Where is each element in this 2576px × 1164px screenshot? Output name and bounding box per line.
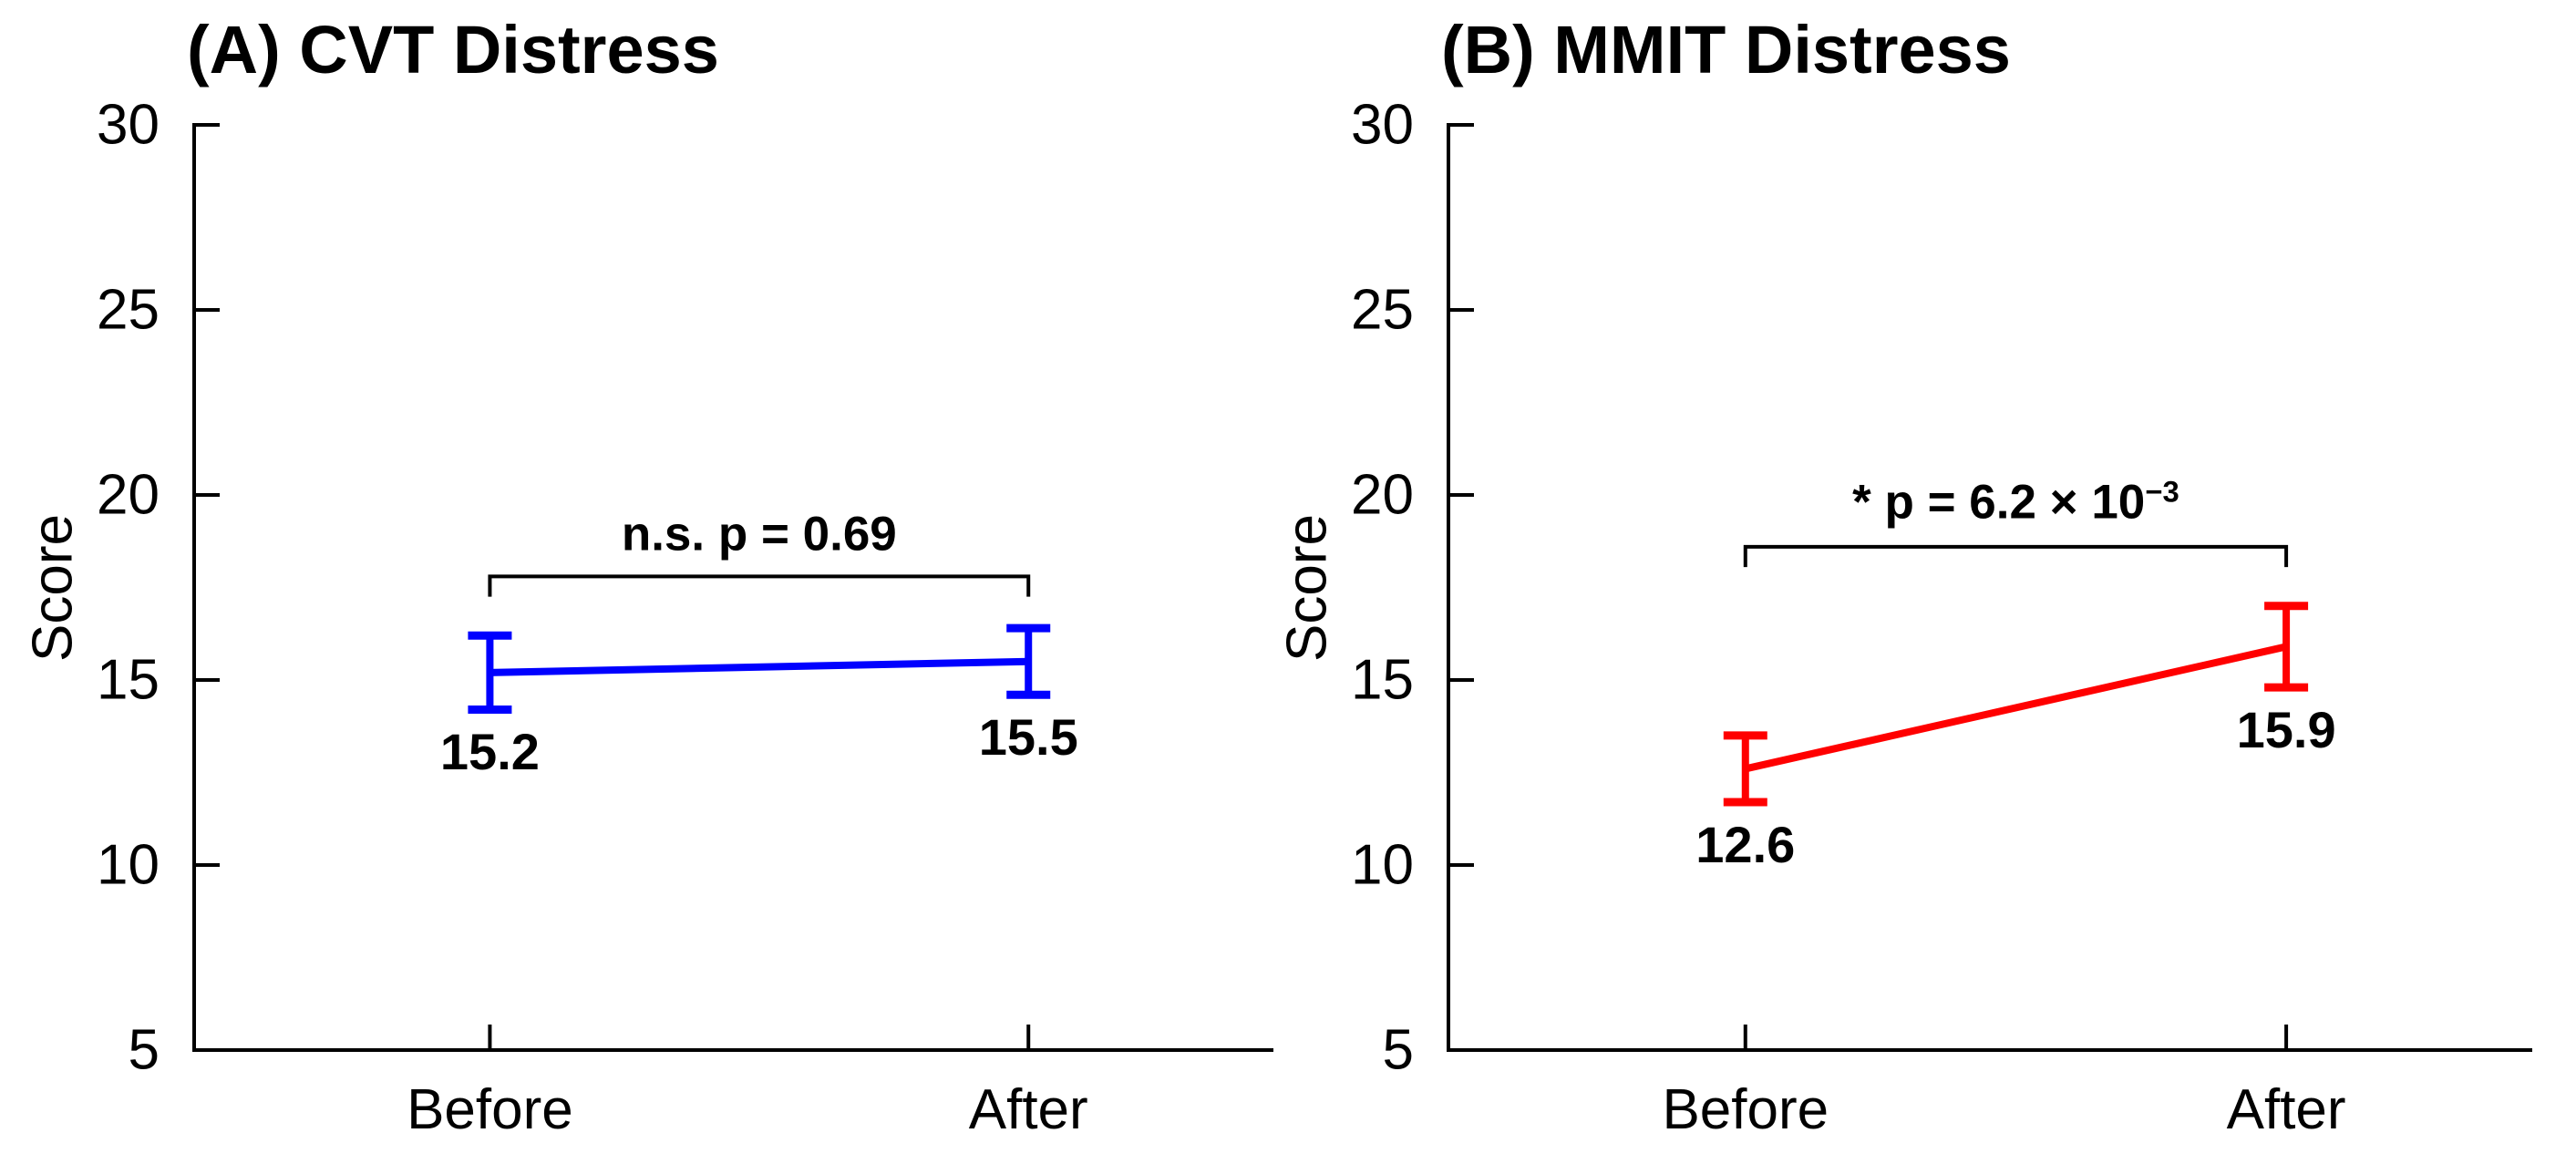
- point-value-label: 15.5: [978, 708, 1078, 767]
- y-tick-label: 20: [1351, 463, 1414, 527]
- p-value-superscript: −3: [2145, 474, 2179, 509]
- y-tick-label: 10: [97, 833, 160, 897]
- significance-bracket: [488, 574, 1031, 597]
- x-tick-label: After: [968, 1078, 1088, 1141]
- point-value-label: 15.2: [439, 723, 540, 781]
- y-tick-label: 5: [128, 1018, 160, 1082]
- point-value-label: 15.9: [2236, 701, 2336, 759]
- significance-bracket: [1743, 544, 2289, 568]
- x-tick-label: Before: [407, 1078, 573, 1141]
- p-value-annotation: * p = 6.2 × 10−3: [1852, 475, 2179, 530]
- p-value-text: n.s. p = 0.69: [621, 507, 897, 561]
- panel-title: (B) MMIT Distress: [1441, 12, 2011, 88]
- data-line: [489, 657, 1029, 676]
- y-tick-label: 5: [1382, 1018, 1414, 1082]
- y-axis-label: Score: [1275, 513, 1339, 662]
- p-value-annotation: n.s. p = 0.69: [622, 506, 897, 561]
- y-tick-label: 25: [97, 278, 160, 342]
- y-tick-label: 30: [1351, 93, 1414, 157]
- x-tick-label: After: [2226, 1078, 2346, 1141]
- y-tick-label: 25: [1351, 278, 1414, 342]
- y-tick-label: 10: [1351, 833, 1414, 897]
- y-tick-label: 20: [97, 463, 160, 527]
- panel-title: (A) CVT Distress: [187, 12, 719, 88]
- data-line: [1744, 643, 2287, 773]
- x-tick-label: Before: [1662, 1078, 1829, 1141]
- y-tick-label: 30: [97, 93, 160, 157]
- p-value-text: * p = 6.2 × 10: [1852, 475, 2146, 530]
- y-tick-label: 15: [97, 648, 160, 712]
- point-value-label: 12.6: [1695, 815, 1796, 873]
- y-tick-label: 15: [1351, 648, 1414, 712]
